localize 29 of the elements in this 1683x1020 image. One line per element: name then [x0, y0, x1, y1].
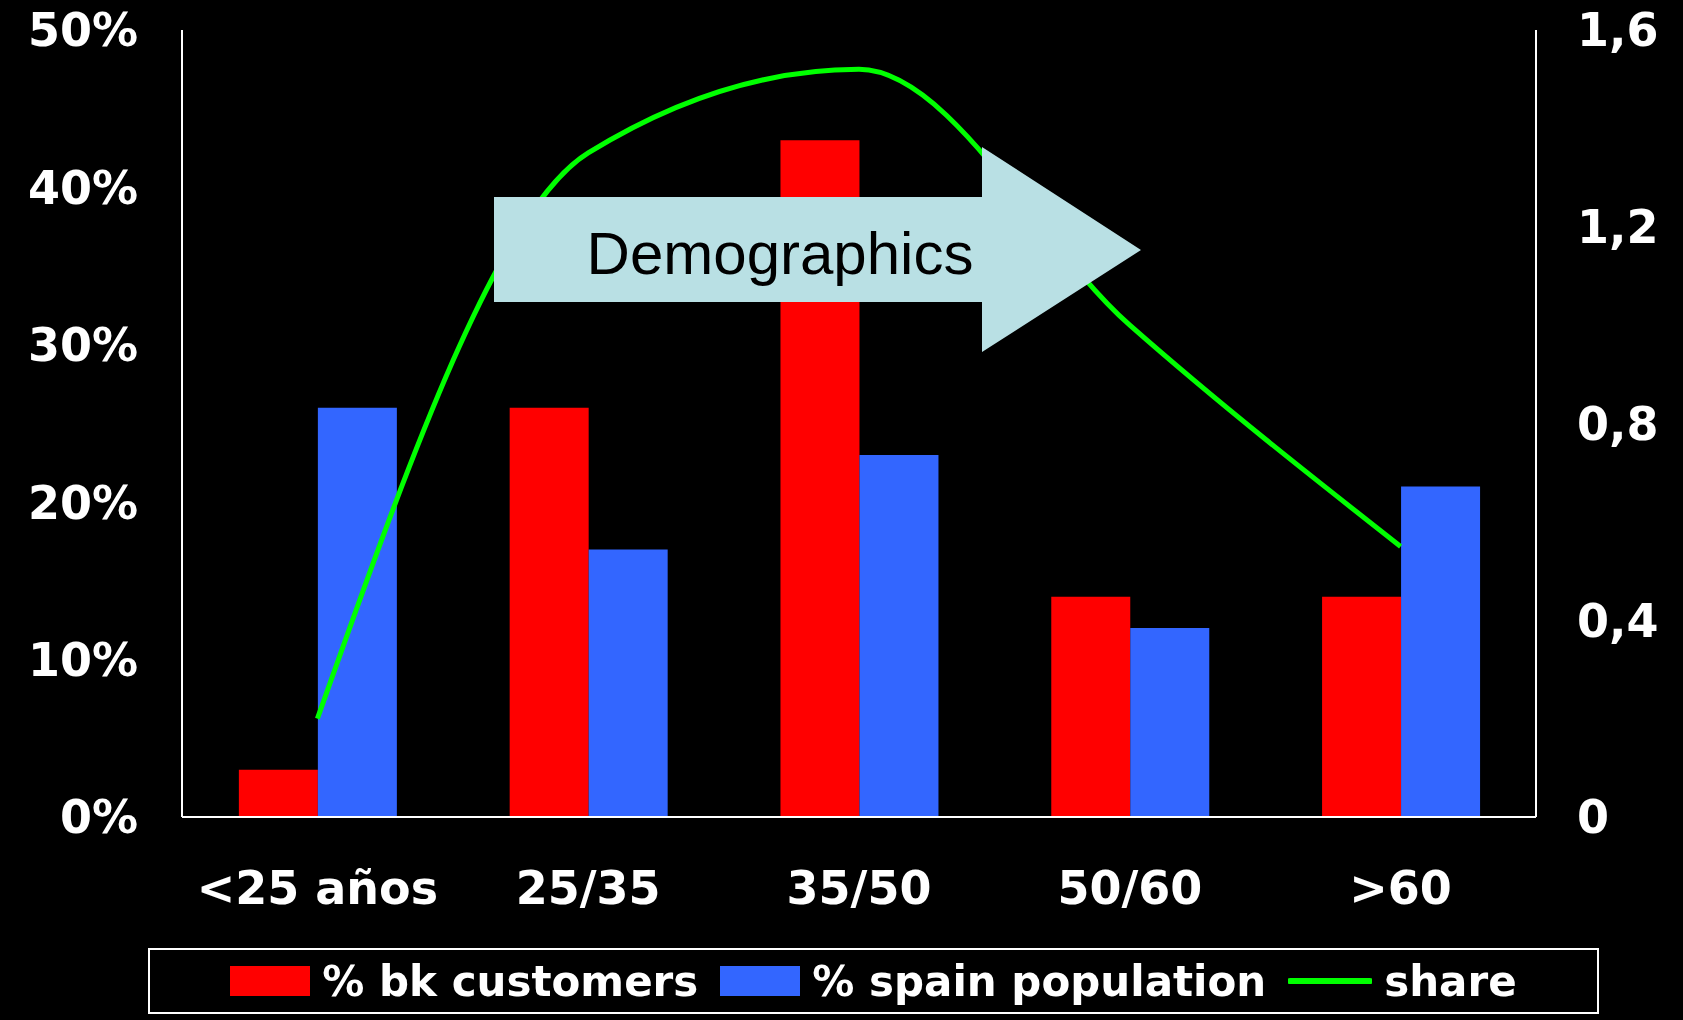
bar — [1401, 486, 1481, 817]
y-tick-label: 40% — [27, 160, 138, 215]
y-tick-label: 20% — [27, 475, 138, 530]
x-tick-label: 25/35 — [515, 860, 661, 915]
bar — [317, 407, 397, 817]
bar — [1051, 596, 1131, 817]
y-tick-label: 10% — [27, 632, 138, 687]
y2-tick-label: 1,2 — [1577, 200, 1659, 255]
y2-tick-label: 0,8 — [1577, 396, 1659, 451]
bar — [509, 407, 589, 817]
bar — [1322, 596, 1402, 817]
legend-label: share — [1384, 956, 1517, 1006]
legend-label: % spain population — [812, 956, 1267, 1006]
y2-tick-label: 0,4 — [1577, 593, 1659, 648]
x-tick-label: >60 — [1349, 860, 1452, 915]
legend-label: % bk customers — [322, 956, 699, 1006]
x-tick-label: <25 años — [196, 860, 439, 915]
bar — [859, 454, 939, 817]
x-tick-label: 50/60 — [1057, 860, 1203, 915]
bar — [1130, 628, 1210, 817]
x-tick-label: 35/50 — [786, 860, 932, 915]
bar — [238, 769, 318, 817]
y2-tick-label: 0 — [1577, 790, 1610, 845]
y2-tick-label: 1,6 — [1577, 3, 1659, 58]
y-tick-label: 30% — [27, 318, 138, 373]
y-tick-label: 50% — [27, 3, 138, 58]
bar — [588, 549, 668, 817]
y-tick-label: 0% — [59, 790, 138, 845]
annotation: Demographics — [586, 219, 974, 287]
